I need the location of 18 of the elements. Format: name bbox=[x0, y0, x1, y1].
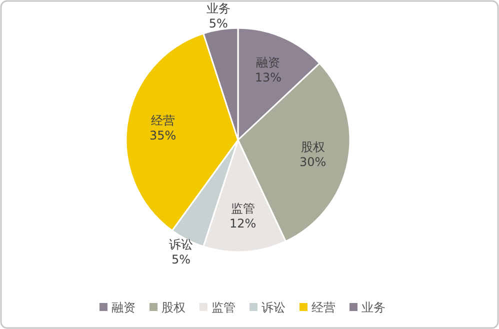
legend-label: 股权 bbox=[162, 300, 186, 314]
data-label: 12% bbox=[229, 216, 256, 231]
slice-label: 融资 bbox=[256, 56, 280, 70]
legend-label: 诉讼 bbox=[262, 300, 286, 314]
legend-label: 经营 bbox=[312, 300, 336, 314]
slice-label: 业务 bbox=[206, 2, 230, 16]
data-label: 5% bbox=[208, 16, 228, 31]
data-label: 13% bbox=[254, 70, 282, 85]
slice-label: 经营 bbox=[150, 114, 175, 128]
legend-label: 融资 bbox=[112, 300, 136, 314]
legend-label: 监管 bbox=[212, 300, 236, 314]
slice-label: 股权 bbox=[300, 140, 325, 154]
legend-label: 业务 bbox=[362, 300, 386, 314]
data-label: 5% bbox=[172, 252, 191, 266]
data-label: 35% bbox=[149, 128, 176, 143]
slice-label: 监管 bbox=[230, 202, 255, 216]
slice-label: 诉讼 bbox=[169, 237, 194, 252]
data-label: 30% bbox=[299, 154, 326, 169]
